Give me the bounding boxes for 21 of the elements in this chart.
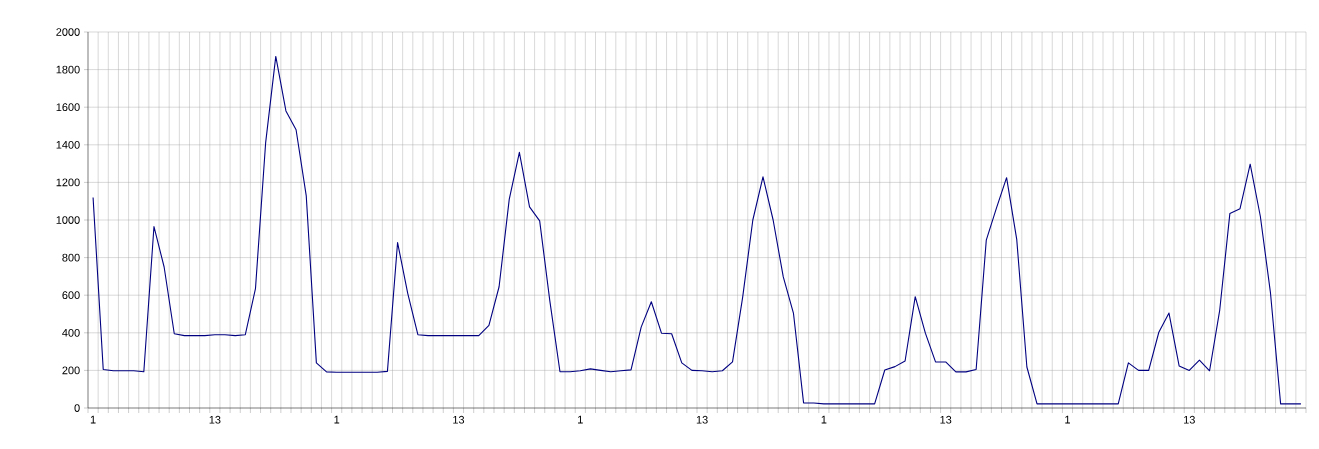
y-tick-label: 2000 [56,28,80,36]
x-tick-label: 13 [1184,415,1195,424]
x-tick-label: 1 [578,415,583,424]
y-tick-label: 1400 [56,140,80,149]
x-tick-label: 1 [334,415,340,424]
x-tick-label: 13 [696,415,708,424]
y-tick-label: 1600 [56,103,80,112]
y-tick-label: 0 [74,404,80,412]
y-tick-label: 1000 [56,216,80,224]
y-tick-label: 800 [62,253,80,262]
y-tick-label: 600 [62,291,80,300]
x-tick-label: 1 [90,415,96,424]
x-tick-label: 13 [940,415,952,424]
x-tick-label: 13 [453,415,465,424]
y-tick-label: 1800 [56,65,80,74]
y-tick-label: 400 [62,328,80,337]
x-tick-label: 1 [1065,415,1070,424]
x-tick-label: 13 [209,415,221,424]
y-tick-label: 1200 [56,178,80,187]
y-tick-label: 200 [62,366,80,375]
x-tick-label: 1 [821,415,827,424]
